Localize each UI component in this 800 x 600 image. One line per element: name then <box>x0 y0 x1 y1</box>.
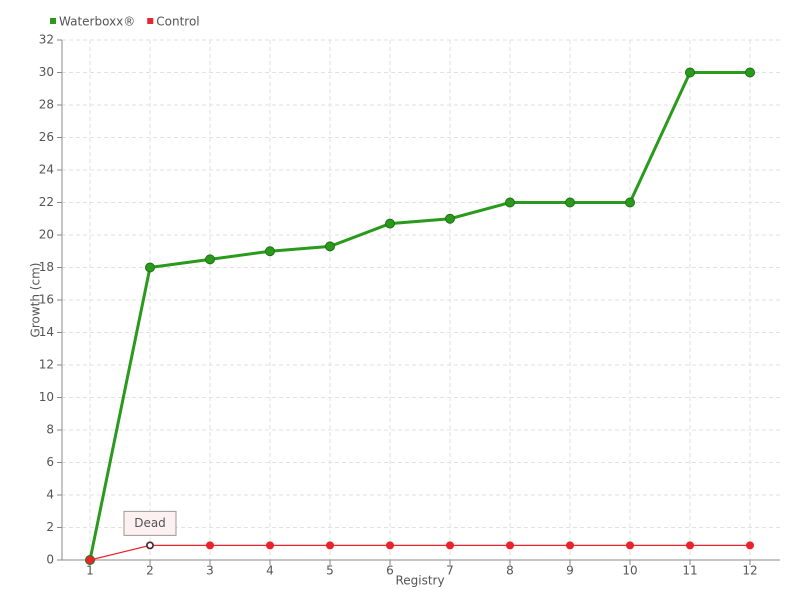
y-tick-label: 28 <box>39 98 54 112</box>
data-point <box>626 541 634 550</box>
legend-marker <box>147 18 154 24</box>
y-tick-label: 0 <box>46 553 54 567</box>
x-tick-label: 2 <box>146 564 154 578</box>
y-tick-label: 30 <box>39 65 54 79</box>
data-point <box>86 556 94 564</box>
y-tick-label: 24 <box>39 163 54 177</box>
data-point <box>746 541 754 550</box>
x-tick-label: 11 <box>682 564 697 578</box>
x-tick-label: 9 <box>566 564 574 578</box>
data-point <box>685 67 695 78</box>
data-point <box>566 541 574 550</box>
x-tick-label: 1 <box>86 564 94 578</box>
y-tick-label: 6 <box>46 455 54 469</box>
y-tick-label: 14 <box>39 325 54 339</box>
y-tick-label: 10 <box>39 390 54 404</box>
x-tick-label: 4 <box>266 564 274 578</box>
y-tick-label: 2 <box>46 520 54 534</box>
y-tick-label: 8 <box>46 423 54 437</box>
annotation: Dead <box>123 510 177 550</box>
data-point <box>326 541 334 550</box>
y-axis-label: Growth (cm) <box>29 263 43 338</box>
x-axis-label: Registry <box>395 574 444 588</box>
y-tick-label: 16 <box>39 293 54 307</box>
x-tick-label: 7 <box>446 564 454 578</box>
series-line <box>88 71 750 561</box>
y-tick-label: 4 <box>46 488 54 502</box>
data-point <box>205 254 215 265</box>
legend-label: Control <box>156 15 199 29</box>
data-point <box>325 241 335 252</box>
data-point <box>446 541 454 550</box>
y-tick-label: 22 <box>39 195 54 209</box>
legend-marker <box>50 18 56 24</box>
data-point <box>266 541 274 550</box>
data-point <box>506 541 514 550</box>
x-tick-label: 8 <box>506 564 514 578</box>
x-tick-label: 12 <box>742 564 757 578</box>
data-point <box>625 197 635 208</box>
data-point <box>745 67 755 78</box>
series-line <box>89 544 750 561</box>
x-tick-label: 3 <box>206 564 214 578</box>
data-point <box>145 262 155 273</box>
x-tick-label: 5 <box>326 564 334 578</box>
y-tick-label: 32 <box>39 33 54 47</box>
y-tick-label: 20 <box>39 228 54 242</box>
data-point <box>265 246 275 257</box>
annotation-text: Dead <box>134 516 166 530</box>
data-point <box>206 541 214 550</box>
data-point <box>505 197 515 208</box>
data-point <box>445 213 455 224</box>
x-tick-label: 6 <box>386 564 394 578</box>
y-tick-label: 26 <box>39 130 54 144</box>
data-point <box>386 541 394 550</box>
y-tick-label: 12 <box>39 358 54 372</box>
x-tick-label: 10 <box>622 564 637 578</box>
annotation-point <box>146 541 154 550</box>
legend-label: Waterboxx® <box>59 15 135 29</box>
data-point <box>385 218 395 229</box>
data-point <box>565 197 575 208</box>
y-tick-label: 18 <box>39 260 54 274</box>
annotation-box <box>123 510 177 536</box>
data-point <box>686 541 694 550</box>
